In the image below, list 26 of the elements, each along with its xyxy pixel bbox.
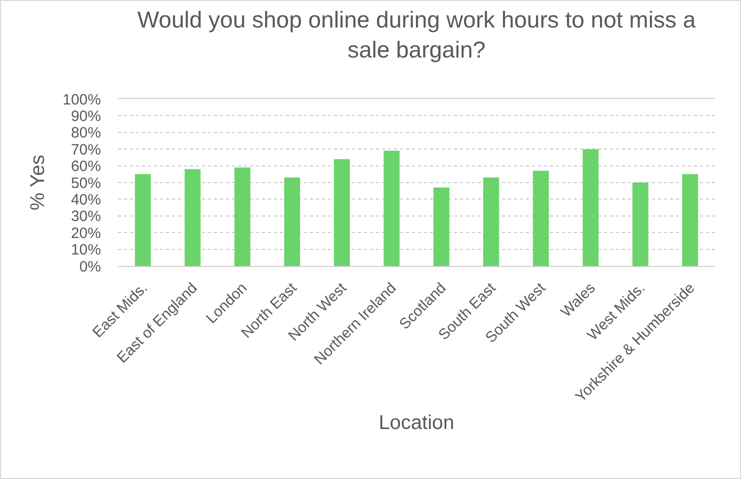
y-tick-label: 100% (62, 91, 101, 108)
bar (532, 170, 549, 266)
bar (234, 167, 250, 266)
y-tick-label: 90% (70, 108, 101, 125)
y-tick-label: 10% (70, 242, 101, 259)
bar (134, 174, 151, 266)
y-tick-label: 50% (70, 174, 101, 192)
bar (483, 177, 500, 266)
y-tick-label: 70% (70, 141, 101, 158)
y-tick-label: 60% (70, 158, 101, 176)
bar (384, 150, 400, 266)
chart-title: Would you shop online during work hours to not miss a sale bargain? (137, 6, 696, 62)
bar (433, 188, 450, 266)
y-tick-label: 30% (70, 208, 101, 226)
bar (284, 177, 300, 266)
bar (184, 169, 201, 266)
y-axis-title: % Yes (27, 154, 50, 210)
y-tick-label: 40% (70, 191, 101, 208)
bar (682, 174, 698, 266)
y-tick-label: 20% (70, 224, 101, 242)
bar (582, 149, 599, 266)
y-tick-label: 0% (79, 258, 101, 276)
bar (334, 159, 350, 266)
x-axis-title: Location (378, 412, 454, 434)
bar (632, 182, 648, 266)
y-tick-label: 80% (70, 124, 101, 142)
